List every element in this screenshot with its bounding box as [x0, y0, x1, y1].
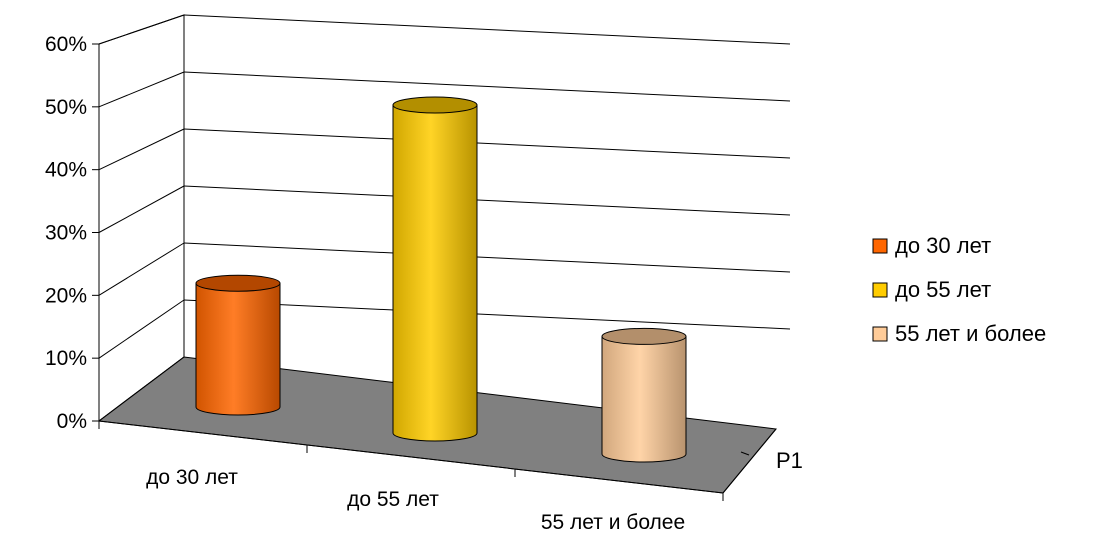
- gridline: [183, 14, 791, 45]
- y-tick-label: 50%: [45, 96, 87, 119]
- legend-label: до 55 лет: [895, 277, 991, 302]
- bar-body: [392, 104, 478, 442]
- x-axis-line: [98, 420, 724, 494]
- gridline-side: [98, 299, 185, 359]
- y-tick-label: 10%: [45, 347, 87, 370]
- x-axis: до 30 лет до 55 лет 55 лет и более: [98, 420, 777, 534]
- y-tick-label: 0%: [57, 410, 87, 433]
- gridline: [183, 185, 791, 216]
- x-tick-label: до 55 лет: [347, 488, 439, 511]
- gridline: [183, 71, 791, 102]
- bar-top: [392, 96, 478, 114]
- y-tick-label: 60%: [45, 33, 87, 56]
- gridline-side: [98, 71, 185, 108]
- y-axis: 0% 10% 20% 30% 40% 50% 60%: [45, 33, 100, 433]
- x-tick-label: 55 лет и более: [541, 511, 685, 534]
- depth-axis-label: Р1: [776, 448, 803, 473]
- y-tick-label: 30%: [45, 222, 87, 245]
- legend-swatch: [872, 238, 888, 254]
- gridline: [183, 128, 791, 159]
- legend-label: до 30 лет: [895, 233, 991, 258]
- bar-top: [195, 274, 281, 292]
- depth-tick: [740, 451, 750, 456]
- gridline-side: [98, 356, 185, 422]
- legend-swatch: [872, 282, 888, 298]
- gridline-side: [98, 242, 185, 296]
- bar-body: [601, 335, 687, 463]
- bar-1: [195, 274, 281, 416]
- y-tick-label: 20%: [45, 284, 87, 307]
- gridline-side: [98, 128, 185, 171]
- gridline-side: [98, 14, 185, 45]
- legend: до 30 лет до 55 лет 55 лет и более: [872, 233, 1046, 346]
- bar-body: [195, 282, 281, 416]
- bars: [195, 96, 687, 463]
- chart-walls: [98, 14, 185, 423]
- bar-2: [392, 96, 478, 442]
- bar-top: [601, 327, 687, 345]
- side-wall: [98, 14, 185, 423]
- legend-label: 55 лет и более: [895, 321, 1046, 346]
- legend-swatch: [872, 326, 888, 342]
- gridline: [183, 299, 791, 330]
- y-tick-label: 40%: [45, 159, 87, 182]
- depth-axis-line: [722, 428, 777, 494]
- gridline-side: [98, 185, 185, 233]
- x-tick-label: до 30 лет: [146, 466, 238, 489]
- gridlines: [98, 14, 791, 422]
- bar-3: [601, 327, 687, 463]
- gridline: [183, 242, 791, 273]
